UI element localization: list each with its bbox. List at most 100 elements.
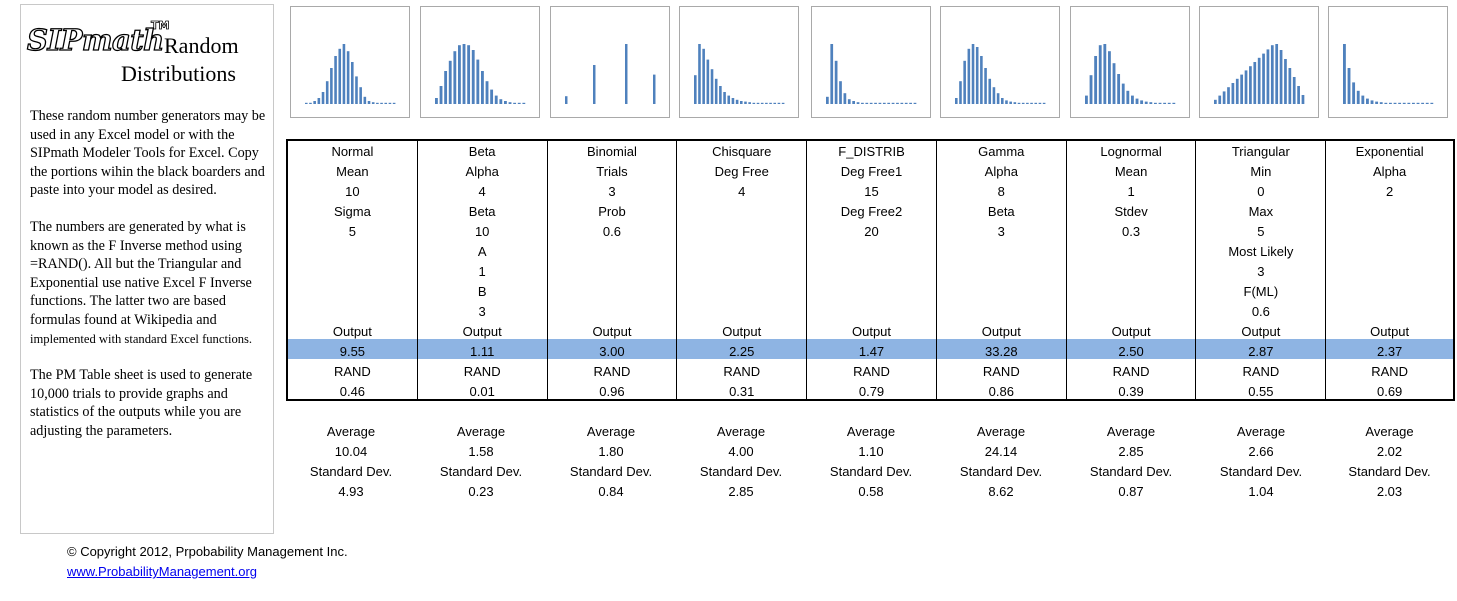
param-value[interactable]: 4 — [478, 184, 486, 199]
output-label[interactable]: Output — [722, 324, 762, 339]
param-label[interactable]: Beta — [468, 204, 496, 219]
param-label[interactable]: F(ML) — [1243, 284, 1279, 299]
param-value[interactable]: 15 — [864, 184, 879, 199]
param-label[interactable]: Alpha — [465, 164, 499, 179]
rand-label[interactable]: RAND — [723, 364, 761, 379]
param-value[interactable]: 5 — [348, 224, 356, 239]
param-value[interactable]: 10 — [345, 184, 360, 199]
std-dev-label[interactable]: Standard Dev. — [569, 464, 653, 479]
param-label[interactable]: Deg Free2 — [840, 204, 903, 219]
std-dev-label[interactable]: Standard Dev. — [699, 464, 783, 479]
param-value[interactable]: 10 — [474, 224, 490, 239]
average-value[interactable]: 1.58 — [468, 444, 494, 459]
std-dev-value[interactable]: 0.23 — [468, 484, 494, 499]
std-dev-value[interactable]: 0.58 — [858, 484, 884, 499]
average-value[interactable]: 10.04 — [334, 444, 368, 459]
std-dev-label[interactable]: Standard Dev. — [1089, 464, 1173, 479]
param-label[interactable]: Max — [1248, 204, 1274, 219]
param-label[interactable]: Most Likely — [1228, 244, 1294, 259]
dist-name[interactable]: Gamma — [978, 144, 1025, 159]
param-value[interactable]: 0.6 — [1251, 304, 1270, 319]
param-label[interactable]: B — [477, 284, 487, 299]
dist-name[interactable]: Chisquare — [712, 144, 772, 159]
param-label[interactable]: Trials — [596, 164, 628, 179]
param-value[interactable]: 3 — [608, 184, 616, 199]
dist-name[interactable]: Normal — [331, 144, 374, 159]
std-dev-label[interactable]: Standard Dev. — [959, 464, 1043, 479]
param-label[interactable]: Beta — [987, 204, 1015, 219]
average-value[interactable]: 2.85 — [1118, 444, 1144, 459]
param-value[interactable]: 8 — [997, 184, 1005, 199]
param-label[interactable]: Stdev — [1114, 204, 1148, 219]
average-value[interactable]: 4.00 — [728, 444, 754, 459]
website-link[interactable]: www.ProbabilityManagement.org — [67, 564, 258, 579]
param-label[interactable]: Mean — [1114, 164, 1148, 179]
output-value[interactable]: 1.11 — [470, 344, 495, 359]
rand-value[interactable]: 0.55 — [1248, 384, 1274, 399]
average-label[interactable]: Average — [716, 424, 766, 439]
rand-value[interactable]: 0.46 — [339, 384, 366, 399]
param-label[interactable]: Prob — [598, 204, 626, 219]
std-dev-value[interactable]: 4.93 — [338, 484, 364, 499]
rand-label[interactable]: RAND — [593, 364, 631, 379]
param-label[interactable]: Min — [1250, 164, 1272, 179]
rand-value[interactable]: 0.79 — [858, 384, 885, 399]
param-value[interactable]: 3 — [997, 224, 1005, 239]
param-value[interactable]: 2 — [1386, 184, 1394, 199]
rand-value[interactable]: 0.01 — [469, 384, 495, 399]
param-value[interactable]: 3 — [478, 304, 486, 319]
rand-label[interactable]: RAND — [1242, 364, 1280, 379]
average-label[interactable]: Average — [846, 424, 896, 439]
output-value[interactable]: 2.87 — [1248, 344, 1274, 359]
std-dev-value[interactable]: 0.84 — [598, 484, 624, 499]
output-value[interactable]: 1.47 — [858, 344, 885, 359]
rand-label[interactable]: RAND — [982, 364, 1020, 379]
param-value[interactable]: 20 — [864, 224, 879, 239]
std-dev-value[interactable]: 2.03 — [1376, 484, 1403, 499]
param-value[interactable]: 0.3 — [1122, 224, 1141, 239]
average-label[interactable]: Average — [1365, 424, 1414, 439]
param-label[interactable]: Deg Free — [714, 164, 769, 179]
output-label[interactable]: Output — [1111, 324, 1151, 339]
output-label[interactable]: Output — [1370, 324, 1410, 339]
param-label[interactable]: Alpha — [1373, 164, 1407, 179]
average-label[interactable]: Average — [456, 424, 506, 439]
param-label[interactable]: A — [477, 244, 487, 259]
rand-value[interactable]: 0.31 — [729, 384, 755, 399]
rand-label[interactable]: RAND — [1371, 364, 1409, 379]
average-label[interactable]: Average — [326, 424, 376, 439]
dist-name[interactable]: Beta — [468, 144, 496, 159]
output-value[interactable]: 9.55 — [339, 344, 366, 359]
std-dev-label[interactable]: Standard Dev. — [439, 464, 523, 479]
dist-name[interactable]: F_DISTRIB — [838, 144, 905, 159]
std-dev-label[interactable]: Standard Dev. — [829, 464, 913, 479]
output-label[interactable]: Output — [852, 324, 892, 339]
average-label[interactable]: Average — [1106, 424, 1156, 439]
param-label[interactable]: Deg Free1 — [840, 164, 903, 179]
dist-name[interactable]: Binomial — [587, 144, 637, 159]
param-value[interactable]: 1 — [1127, 184, 1135, 199]
std-dev-value[interactable]: 0.87 — [1118, 484, 1144, 499]
average-label[interactable]: Average — [1236, 424, 1286, 439]
std-dev-value[interactable]: 1.04 — [1248, 484, 1274, 499]
output-value[interactable]: 33.28 — [985, 344, 1018, 359]
param-value[interactable]: 5 — [1257, 224, 1265, 239]
std-dev-label[interactable]: Standard Dev. — [309, 464, 393, 479]
dist-name[interactable]: Triangular — [1231, 144, 1290, 159]
param-value[interactable]: 1 — [478, 264, 486, 279]
std-dev-label[interactable]: Standard Dev. — [1348, 464, 1431, 479]
average-value[interactable]: 1.80 — [598, 444, 624, 459]
param-label[interactable]: Alpha — [984, 164, 1018, 179]
output-label[interactable]: Output — [462, 324, 502, 339]
output-value[interactable]: 2.37 — [1376, 344, 1403, 359]
rand-label[interactable]: RAND — [853, 364, 890, 379]
average-value[interactable]: 1.10 — [858, 444, 884, 459]
output-value[interactable]: 2.25 — [729, 344, 755, 359]
output-label[interactable]: Output — [981, 324, 1021, 339]
output-label[interactable]: Output — [1241, 324, 1281, 339]
rand-value[interactable]: 0.86 — [988, 384, 1014, 399]
param-value[interactable]: 3 — [1257, 264, 1265, 279]
param-value[interactable]: 0 — [1257, 184, 1265, 199]
param-value[interactable]: 0.6 — [602, 224, 621, 239]
output-label[interactable]: Output — [592, 324, 632, 339]
